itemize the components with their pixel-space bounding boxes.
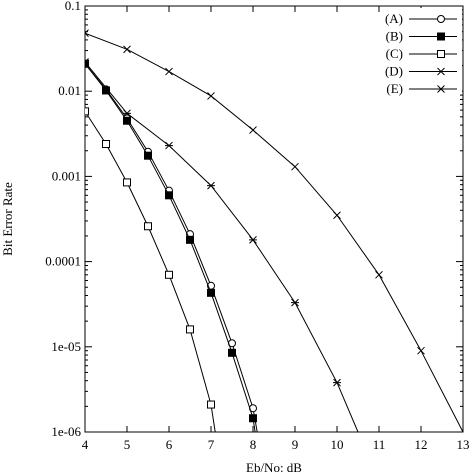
- series-point: [123, 109, 131, 118]
- y-tick-label: 0.0001: [45, 254, 81, 269]
- x-tick-label: 9: [292, 437, 299, 452]
- series-point: [228, 348, 236, 357]
- series-point: [85, 107, 89, 116]
- series-point: [85, 58, 89, 66]
- series-point: [144, 222, 152, 231]
- y-tick-label: 1e-05: [51, 339, 81, 354]
- legend-marker: [437, 15, 445, 23]
- series-point: [85, 29, 89, 38]
- y-tick-label: 0.01: [58, 83, 81, 98]
- series-point: [165, 270, 173, 279]
- y-tick-label: 0.1: [65, 0, 81, 13]
- x-tick-label: 8: [250, 437, 257, 452]
- x-tick-label: 11: [373, 437, 386, 452]
- legend-marker: [437, 85, 445, 93]
- y-axis-label: Bit Error Rate: [0, 182, 15, 256]
- series-2: [85, 107, 216, 432]
- legend-label: (B): [386, 29, 403, 44]
- series-point: [102, 140, 110, 149]
- series-point: [186, 235, 194, 244]
- series-point: [165, 67, 173, 76]
- series-point: [375, 270, 383, 279]
- legend-marker: [437, 32, 445, 41]
- series-line: [85, 63, 258, 432]
- series-point: [207, 288, 215, 297]
- series-line: [85, 61, 359, 432]
- series-point: [186, 325, 194, 334]
- y-tick-label: 0.001: [52, 168, 81, 183]
- legend-marker: [437, 67, 445, 76]
- series-line: [85, 63, 256, 432]
- series-3: [85, 58, 359, 432]
- series-point: [249, 235, 257, 244]
- x-axis-label: Eb/No: dB: [246, 460, 302, 474]
- series-point: [85, 59, 89, 68]
- series-line: [85, 111, 216, 432]
- series-0: [85, 59, 258, 432]
- legend-label: (C): [386, 46, 403, 61]
- series-point: [291, 162, 299, 171]
- series-point: [249, 414, 257, 423]
- legend-label: (E): [386, 81, 403, 96]
- series-point: [291, 298, 299, 307]
- series-point: [207, 181, 215, 190]
- series-line: [85, 32, 463, 432]
- series-point: [123, 116, 131, 125]
- legend-label: (D): [385, 64, 403, 79]
- plot-frame: [84, 5, 464, 433]
- series-point: [123, 178, 131, 187]
- x-tick-label: 12: [415, 437, 428, 452]
- legend-marker: [437, 50, 445, 58]
- series-point: [249, 126, 257, 134]
- series-point: [417, 346, 425, 355]
- x-tick-label: 6: [166, 437, 173, 452]
- series-point: [144, 151, 152, 160]
- y-tick-label: 1e-06: [51, 424, 81, 439]
- legend-label: (A): [385, 11, 403, 26]
- x-tick-label: 5: [124, 437, 131, 452]
- legend-box: [380, 8, 462, 92]
- series-point: [123, 45, 131, 54]
- x-tick-label: 4: [82, 437, 89, 452]
- x-tick-label: 10: [331, 437, 344, 452]
- x-tick-label: 7: [208, 437, 215, 452]
- series-point: [333, 378, 341, 387]
- x-tick-label: 13: [457, 437, 470, 452]
- series-point: [207, 92, 215, 100]
- series-point: [333, 211, 341, 220]
- series-point: [207, 400, 215, 409]
- series-1: [85, 59, 257, 432]
- series-4: [85, 29, 463, 432]
- series-point: [165, 141, 173, 150]
- series-point: [165, 191, 173, 200]
